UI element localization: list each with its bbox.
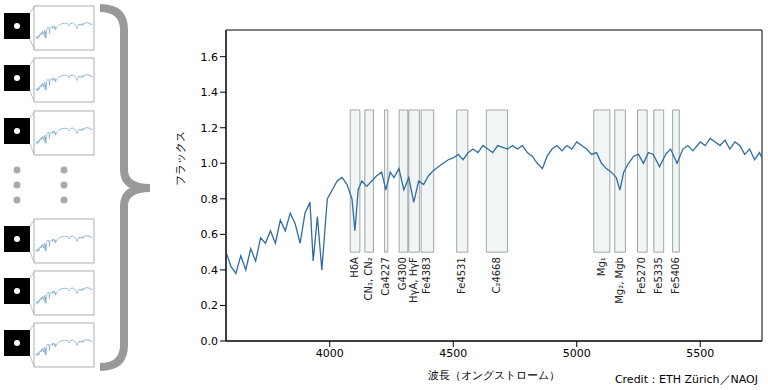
svg-text:Fe5270: Fe5270 (636, 257, 647, 294)
svg-text:0.4: 0.4 (201, 264, 219, 277)
svg-text:0.8: 0.8 (201, 193, 219, 206)
svg-text:4000: 4000 (316, 347, 344, 360)
html-text:Credit：ETH Zürich／NAOJ: Credit：ETH Zürich／NAOJ (614, 373, 758, 386)
svg-text:G4300: G4300 (397, 257, 408, 290)
svg-text:1.6: 1.6 (201, 51, 219, 64)
svg-text:0.6: 0.6 (201, 228, 219, 241)
svg-text:5000: 5000 (563, 347, 591, 360)
svg-text:0.0: 0.0 (201, 335, 219, 348)
svg-text:HγA, HγF: HγA, HγF (408, 257, 419, 303)
svg-text:1.4: 1.4 (201, 86, 219, 99)
svg-text:Mg₁: Mg₁ (596, 257, 607, 276)
svg-text:C₂4668: C₂4668 (491, 257, 502, 293)
svg-text:0.2: 0.2 (201, 299, 219, 312)
svg-text:Fe4531: Fe4531 (456, 257, 467, 294)
svg-text:Fe4383: Fe4383 (421, 257, 432, 294)
svg-text:波長（オングストローム）: 波長（オングストローム） (428, 369, 560, 382)
svg-text:HδA: HδA (349, 257, 360, 278)
svg-text:4500: 4500 (439, 347, 467, 360)
svg-text:フラックス: フラックス (174, 131, 187, 186)
svg-text:Fe5335: Fe5335 (653, 257, 664, 294)
svg-text:Ca4227: Ca4227 (380, 257, 391, 296)
svg-text:1.2: 1.2 (201, 122, 219, 135)
svg-text:1.0: 1.0 (201, 157, 219, 170)
svg-text:5500: 5500 (686, 347, 714, 360)
svg-text:Fe5406: Fe5406 (670, 257, 681, 294)
svg-text:Mg₂, Mgb: Mg₂, Mgb (614, 257, 625, 304)
svg-text:CN₁, CN₂: CN₁, CN₂ (363, 257, 374, 300)
